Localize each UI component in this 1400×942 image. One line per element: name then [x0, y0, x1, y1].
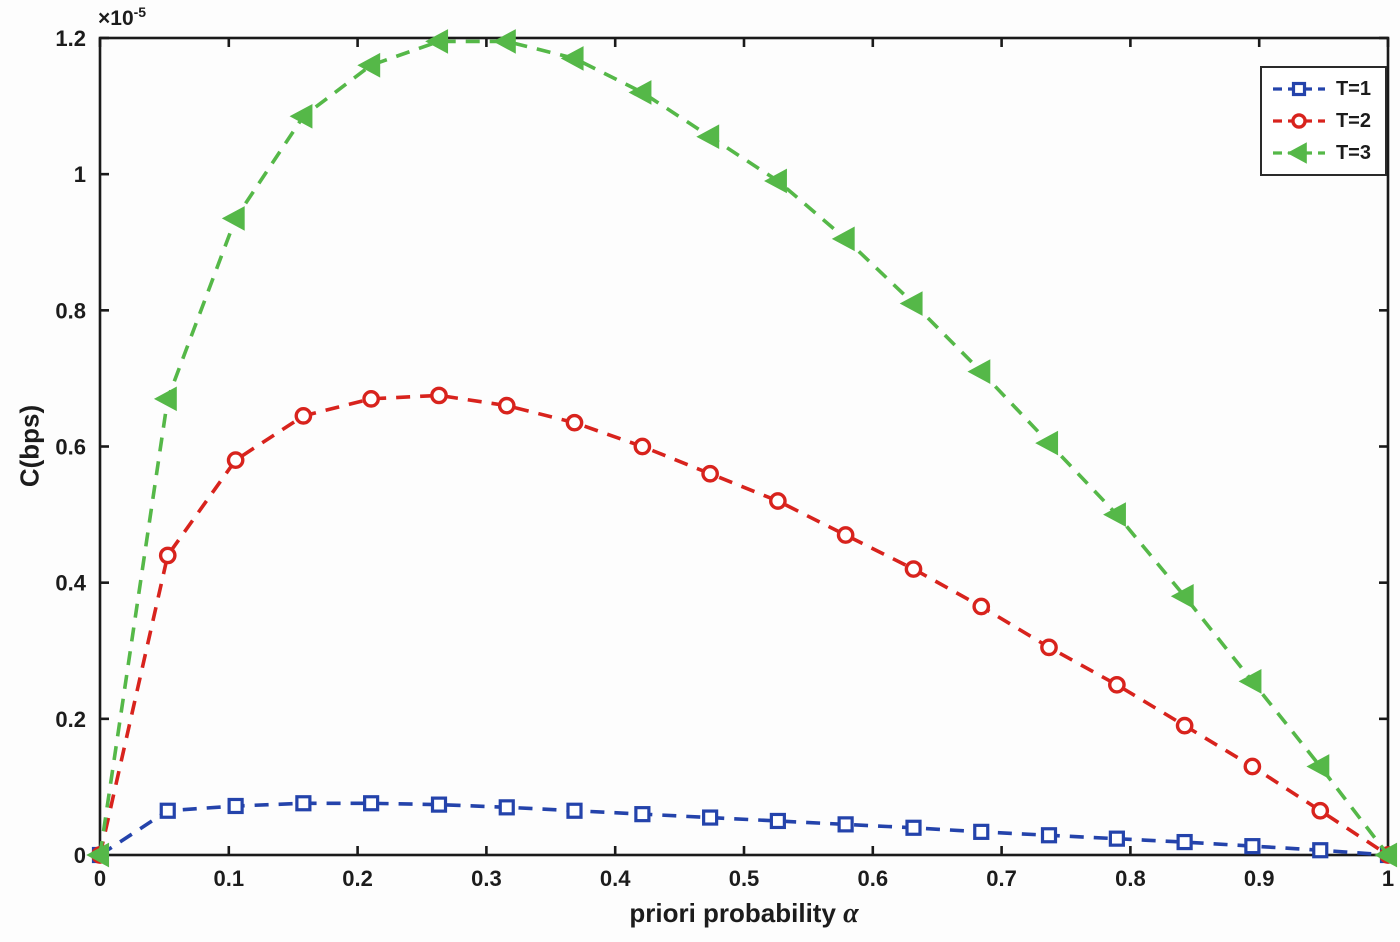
- legend-entry-t2: T=2: [1270, 107, 1371, 135]
- svg-text:0.6: 0.6: [858, 866, 889, 891]
- legend-sample-t2-icon: [1272, 113, 1325, 129]
- y-axis-multiplier-base: ×10: [98, 7, 134, 30]
- svg-text:1.2: 1.2: [55, 26, 86, 51]
- svg-text:0.5: 0.5: [729, 866, 760, 891]
- svg-text:0.8: 0.8: [55, 298, 86, 323]
- svg-text:0.4: 0.4: [600, 866, 631, 891]
- svg-text:0.7: 0.7: [986, 866, 1017, 891]
- svg-text:1: 1: [74, 162, 86, 187]
- legend-label-t2: T=2: [1335, 109, 1371, 132]
- legend-entry-t1: T=1: [1270, 75, 1371, 103]
- x-axis-label: priori probability α: [629, 898, 858, 930]
- svg-text:0.6: 0.6: [55, 435, 86, 460]
- svg-text:0.8: 0.8: [1115, 866, 1146, 891]
- svg-text:0.3: 0.3: [471, 866, 502, 891]
- svg-text:1: 1: [1382, 866, 1394, 891]
- legend-label-t3: T=3: [1335, 141, 1371, 164]
- svg-text:0.1: 0.1: [214, 866, 245, 891]
- legend-sample-t3-icon: [1272, 142, 1325, 164]
- legend: T=1 T=2 T=3: [1259, 66, 1387, 176]
- y-axis-multiplier-exponent: -5: [133, 4, 147, 20]
- y-axis-multiplier: ×10-5: [98, 4, 146, 31]
- legend-label-t1: T=1: [1335, 77, 1371, 100]
- legend-entry-t3: T=3: [1270, 139, 1371, 167]
- y-axis-label: C(bps): [14, 404, 45, 488]
- legend-sample-t1-icon: [1272, 81, 1325, 97]
- svg-text:0.4: 0.4: [55, 571, 86, 596]
- svg-text:0: 0: [74, 843, 86, 868]
- x-axis-label-text: priori probability: [629, 898, 836, 928]
- svg-text:0: 0: [94, 866, 106, 891]
- svg-text:0.2: 0.2: [342, 866, 373, 891]
- alpha-symbol: α: [843, 898, 859, 929]
- svg-text:0.9: 0.9: [1244, 866, 1275, 891]
- svg-text:0.2: 0.2: [55, 707, 86, 732]
